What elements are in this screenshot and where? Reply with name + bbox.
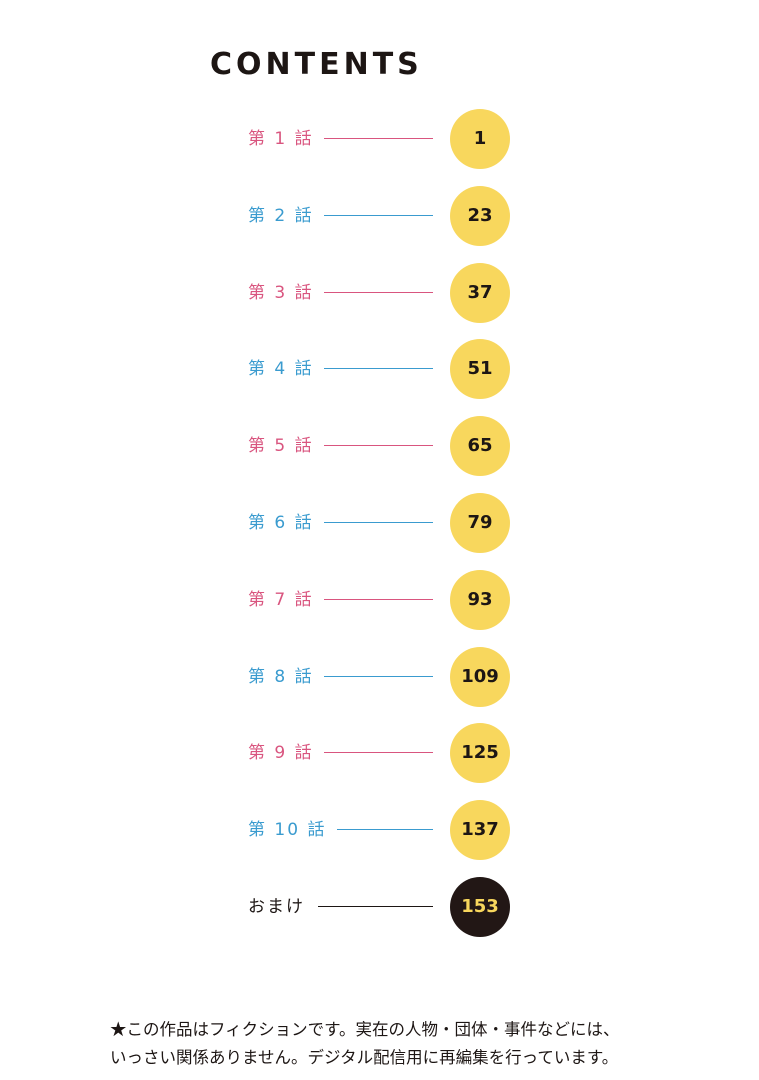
chapter-label: 第 7 話 [248,590,314,610]
page-number-badge: 65 [450,416,510,476]
chapter-label: 第 8 話 [248,667,314,687]
contents-title: CONTENTS [210,47,423,82]
leader-line [324,292,433,293]
page-number-badge: 109 [450,647,510,707]
page-number-badge: 125 [450,723,510,783]
toc-entry[interactable]: 第 10 話 137 [0,800,759,860]
page-number-badge: 37 [450,263,510,323]
leader-line [318,906,433,907]
toc-entry[interactable]: 第 3 話 37 [0,263,759,323]
toc-entry[interactable]: 第 7 話 93 [0,570,759,630]
leader-line [324,445,433,446]
page-number-badge: 153 [450,877,510,937]
leader-line [324,676,433,677]
fiction-notice: ★この作品はフィクションです。実在の人物・団体・事件などには、 いっさい関係あり… [110,1016,620,1072]
leader-line [324,215,433,216]
chapter-label: 第 5 話 [248,436,314,456]
page-number-badge: 79 [450,493,510,553]
toc-entry[interactable]: 第 5 話 65 [0,416,759,476]
chapter-label: おまけ [248,897,305,917]
toc-entry[interactable]: 第 4 話 51 [0,339,759,399]
leader-line [324,138,433,139]
page-number-badge: 1 [450,109,510,169]
page-number-badge: 23 [450,186,510,246]
leader-line [324,522,433,523]
toc-entry[interactable]: 第 9 話 125 [0,723,759,783]
chapter-label: 第 10 話 [248,820,327,840]
chapter-label: 第 9 話 [248,743,314,763]
page-number-badge: 93 [450,570,510,630]
chapter-label: 第 3 話 [248,283,314,303]
chapter-label: 第 2 話 [248,206,314,226]
chapter-label: 第 1 話 [248,129,314,149]
toc-entry[interactable]: 第 8 話 109 [0,647,759,707]
page-number-badge: 51 [450,339,510,399]
notice-line-2: いっさい関係ありません。デジタル配信用に再編集を行っています。 [110,1048,619,1067]
page-number-badge: 137 [450,800,510,860]
toc-entry[interactable]: 第 1 話 1 [0,109,759,169]
toc-entry[interactable]: 第 2 話 23 [0,186,759,246]
leader-line [337,829,433,830]
leader-line [324,752,433,753]
chapter-label: 第 4 話 [248,359,314,379]
notice-line-1: ★この作品はフィクションです。実在の人物・団体・事件などには、 [110,1020,620,1039]
chapter-label: 第 6 話 [248,513,314,533]
toc-entry[interactable]: 第 6 話 79 [0,493,759,553]
toc-entry[interactable]: おまけ 153 [0,877,759,937]
leader-line [324,368,433,369]
leader-line [324,599,433,600]
